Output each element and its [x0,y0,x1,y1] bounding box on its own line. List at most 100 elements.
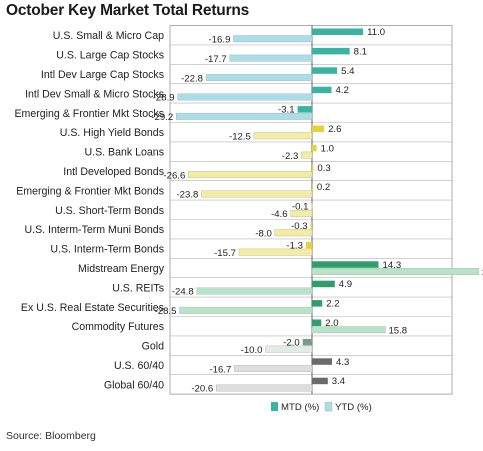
category-label: U.S. REITs [112,282,164,294]
ytd-bar [311,268,480,275]
mtd-data-label: -1.3 [286,240,303,251]
mtd-bar [312,125,325,132]
ytd-bar [290,209,313,217]
ytd-data-label: -22.8 [181,73,203,84]
ytd-data-label: -20.6 [191,384,213,395]
category-label: U.S. High Yield Bonds [60,127,164,139]
ytd-bar [301,151,313,159]
ytd-data-label: -8.0 [255,229,272,240]
mtd-data-label: -2.0 [283,337,300,348]
ytd-bar [196,287,313,295]
category-label: Midstream Energy [78,263,165,275]
ytd-data-label: -23.8 [176,190,198,201]
ytd-bar [216,384,313,392]
mtd-data-label: 5.4 [341,66,355,77]
category-label: U.S. Interm-Term Muni Bonds [24,224,164,236]
ytd-data-label: -29.2 [151,112,173,123]
ytd-bar [265,345,313,353]
mtd-bar [310,222,312,229]
category-label: U.S. 60/40 [114,360,164,372]
mtd-data-label: 11.0 [367,27,385,38]
ytd-bar [177,93,313,101]
category-label: U.S. Large Cap Stocks [56,50,164,62]
ytd-data-label: -17.7 [205,54,227,65]
mtd-bar [312,319,322,326]
mtd-data-label: -3.1 [278,105,295,116]
mtd-data-label: 2.0 [325,318,338,329]
mtd-bar [302,338,312,346]
category-label: Intl Developed Bonds [63,166,164,178]
category-label: Global 60/40 [104,379,164,391]
mtd-data-label: 4.9 [339,279,352,290]
ytd-bar [233,35,313,43]
ytd-bar [201,190,313,198]
legend-label-mtd: MTD (%) [281,402,319,413]
ytd-data-label: 35.9 [482,267,483,278]
mtd-bar [312,280,335,288]
mtd-data-label: 14.3 [382,260,401,271]
category-label: Intl Dev Small & Micro Stocks [25,88,164,100]
category-label: Emerging & Frontier Mkt Bonds [16,185,164,197]
mtd-bar [312,183,313,191]
mtd-bar [312,358,332,365]
category-label: Commodity Futures [72,321,164,333]
mtd-data-label: 2.6 [328,124,341,135]
ytd-data-label: -28.5 [155,306,177,317]
mtd-bar [311,203,313,210]
category-label: Ex U.S. Real Estate Securities [21,302,164,314]
category-label: U.S. Interm-Term Bonds [50,244,164,256]
mtd-bar [312,86,332,94]
legend-swatch-ytd [324,401,333,412]
ytd-bar [253,132,313,140]
ytd-bar [176,112,313,120]
ytd-data-label: 15.8 [388,326,407,337]
mtd-data-label: -0.3 [291,221,308,232]
mtd-data-label: 4.3 [336,357,349,368]
mtd-bar [305,241,312,249]
ytd-data-label: -10.0 [241,345,263,356]
ytd-data-label: -16.9 [209,35,231,46]
ytd-data-label: -15.7 [214,248,236,259]
category-label: U.S. Small & Micro Cap [53,30,164,42]
mtd-data-label: 4.2 [336,85,349,96]
mtd-data-label: -0.1 [292,202,309,213]
ytd-bar [229,54,313,62]
ytd-bar [234,365,313,372]
mtd-bar [312,28,364,35]
ytd-bar [238,248,313,256]
ytd-bar [274,229,313,237]
ytd-bar [311,326,386,334]
ytd-data-label: -2.3 [282,151,299,162]
mtd-bar [312,377,328,385]
category-label: Emerging & Frontier Mkt Stocks [14,108,164,120]
plot-frame [169,25,453,395]
ytd-bar [188,171,313,179]
category-label: U.S. Short-Term Bonds [55,205,164,217]
category-label: Gold [142,341,164,353]
mtd-bar [312,47,350,55]
mtd-data-label: 2.2 [326,299,339,310]
mtd-data-label: 0.3 [317,163,330,174]
mtd-bar [312,300,323,307]
legend-swatch-mtd [271,402,278,412]
ytd-data-label: -28.9 [153,93,175,104]
ytd-data-label: -12.5 [229,132,251,143]
category-label: U.S. Bank Loans [85,147,165,159]
mtd-bar [312,67,338,74]
ytd-data-label: -24.8 [172,287,194,298]
mtd-bar [312,164,314,171]
ytd-bar [205,74,313,82]
ytd-data-label: -4.6 [271,209,288,220]
ytd-data-label: -26.6 [163,170,185,181]
legend-label-ytd: YTD (%) [335,402,372,413]
chart-title: October Key Market Total Returns [6,2,250,19]
mtd-data-label: 0.2 [317,182,330,193]
mtd-bar [297,106,312,113]
mtd-data-label: 3.4 [332,376,346,387]
ytd-bar [179,306,313,314]
source-note: Source: Bloomberg [6,430,96,442]
ytd-data-label: -16.7 [209,364,231,375]
category-label: Intl Dev Large Cap Stocks [41,69,164,81]
mtd-data-label: 8.1 [354,46,367,57]
mtd-bar [312,261,379,268]
